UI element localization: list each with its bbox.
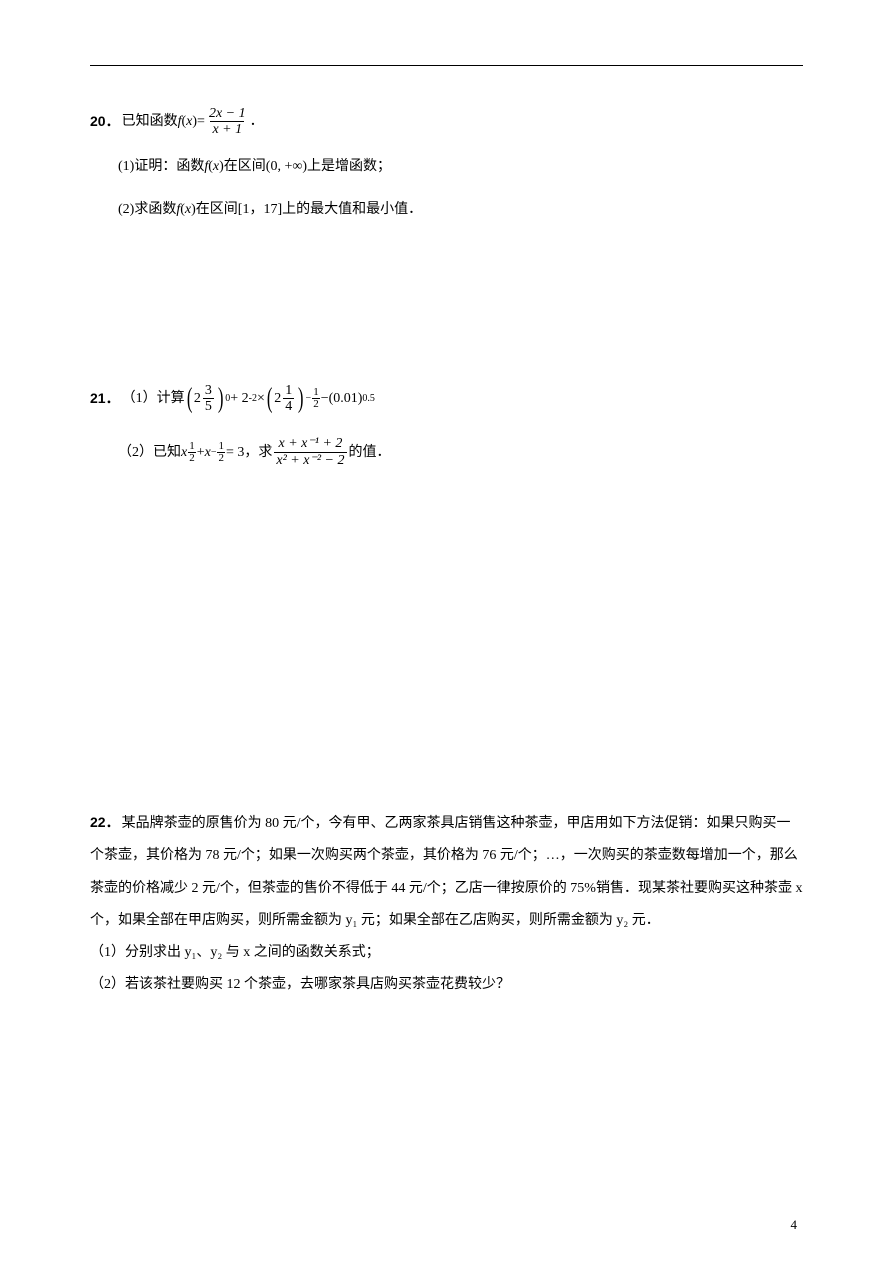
math-fx: f(x) — [176, 195, 195, 224]
rparen: ) — [218, 386, 224, 411]
exp-frac: −12 — [211, 441, 226, 464]
math-fx: f(x) — [204, 152, 223, 181]
text: (1)证明：函数 — [118, 152, 204, 181]
text: 的值． — [349, 438, 391, 467]
plus: + 2 — [230, 384, 248, 413]
times: × — [257, 384, 265, 413]
base: 2 — [274, 384, 281, 413]
mixed-frac: 3 5 — [203, 383, 214, 415]
problem-22-body: 22．某品牌茶壶的原售价为 80 元/个，今有甲、乙两家茶具店销售这种茶壶，甲店… — [90, 806, 803, 937]
numerator: x + x⁻¹ + 2 — [276, 436, 344, 451]
body-text: 某品牌茶壶的原售价为 80 元/个，今有甲、乙两家茶具店销售这种茶壶，甲店用如下… — [90, 816, 802, 928]
denominator: x + 1 — [210, 121, 244, 137]
horizontal-rule — [90, 65, 803, 66]
problem-number: 21． — [90, 384, 120, 413]
denominator: x² + x⁻² − 2 — [274, 452, 346, 468]
text: 在区间[1，17]上的最大值和最小值． — [196, 195, 422, 224]
page-content: 20． 已知函数 f(x) = 2x − 1 x + 1 ． (1)证明：函数 … — [90, 65, 803, 1223]
comma: ， — [244, 438, 258, 467]
spacer — [90, 496, 803, 806]
problem-number: 20． — [90, 107, 120, 136]
eq: = — [197, 107, 205, 136]
text: 在区间 — [224, 152, 266, 181]
term: (0.01) — [329, 384, 363, 413]
text: 上是增函数； — [307, 152, 391, 181]
exp: 0.5 — [362, 388, 375, 409]
problem-22-q2: （2）若该茶社要购买 12 个茶壶，去哪家茶具店购买茶壶花费较少？ — [90, 969, 803, 1001]
text: 已知函数 — [122, 107, 178, 136]
text: (2)求函数 — [118, 195, 176, 224]
text: 求 — [258, 438, 272, 467]
page-number: 4 — [791, 1217, 798, 1233]
problem-22-q1: （1）分别求出 y₁、y₂ 与 x 之间的函数关系式； — [90, 937, 803, 969]
problem-20-part2: (2)求函数 f(x) 在区间[1，17]上的最大值和最小值． — [90, 195, 803, 224]
problem-21: 21． （1）计算 ( 2 3 5 ) 0 + 2 -2 × ( 2 1 4 )… — [90, 383, 803, 469]
label: （1）计算 — [122, 384, 185, 413]
problem-number: 22． — [90, 814, 120, 830]
exp-frac: −12 — [306, 387, 321, 410]
lparen: ( — [186, 386, 192, 411]
label: （2）已知 — [118, 438, 181, 467]
problem-20: 20． 已知函数 f(x) = 2x − 1 x + 1 ． (1)证明：函数 … — [90, 106, 803, 225]
problem-22: 22．某品牌茶壶的原售价为 80 元/个，今有甲、乙两家茶具店销售这种茶壶，甲店… — [90, 806, 803, 1001]
minus: − — [321, 384, 329, 413]
interval: (0, +∞) — [266, 152, 307, 181]
spacer — [90, 253, 803, 383]
problem-21-part1: 21． （1）计算 ( 2 3 5 ) 0 + 2 -2 × ( 2 1 4 )… — [90, 383, 803, 415]
base: 2 — [194, 384, 201, 413]
rparen: ) — [298, 386, 304, 411]
fraction: 2x − 1 x + 1 — [207, 106, 248, 138]
numerator: 2x − 1 — [207, 106, 248, 121]
exp: -2 — [249, 388, 257, 409]
lparen: ( — [267, 386, 273, 411]
problem-20-intro: 20． 已知函数 f(x) = 2x − 1 x + 1 ． — [90, 106, 803, 138]
mixed-frac: 1 4 — [283, 383, 294, 415]
exp-frac: 12 — [187, 441, 197, 464]
problem-20-part1: (1)证明：函数 f(x) 在区间 (0, +∞) 上是增函数； — [90, 152, 803, 181]
plus: + — [197, 438, 205, 467]
period: ． — [250, 107, 264, 136]
eq: = 3 — [226, 438, 244, 467]
math-fx: f(x) — [178, 107, 197, 136]
problem-21-part2: （2）已知 x 12 + x −12 = 3 ， 求 x + x⁻¹ + 2 x… — [90, 436, 803, 468]
big-fraction: x + x⁻¹ + 2 x² + x⁻² − 2 — [274, 436, 346, 468]
